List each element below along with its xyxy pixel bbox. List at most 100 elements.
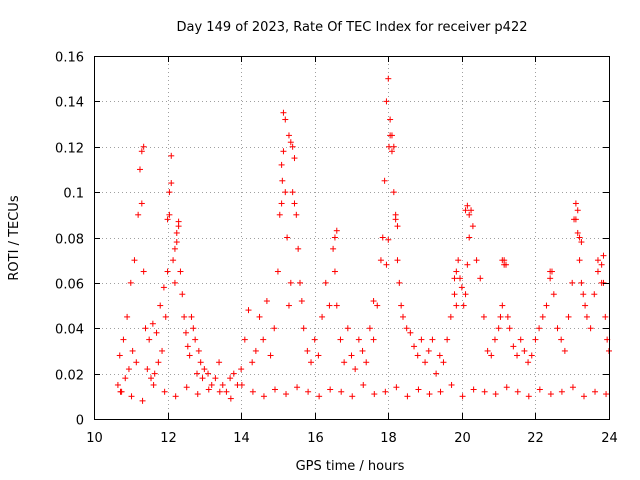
data-point — [506, 325, 513, 332]
data-point — [179, 291, 186, 298]
data-point — [278, 200, 285, 207]
data-point — [574, 229, 581, 236]
data-point — [287, 279, 294, 286]
data-point — [366, 325, 373, 332]
data-point — [587, 325, 594, 332]
data-point — [333, 302, 340, 309]
y-tick-label: 0.1 — [63, 187, 84, 202]
data-point — [182, 329, 189, 336]
data-point — [199, 375, 206, 382]
data-point — [170, 257, 177, 264]
x-tick-label: 24 — [601, 431, 618, 446]
data-point — [291, 155, 298, 162]
data-point — [565, 313, 572, 320]
data-point — [227, 395, 234, 402]
x-tick-label: 12 — [160, 431, 177, 446]
data-point — [492, 391, 499, 398]
data-point — [304, 347, 311, 354]
data-point — [580, 393, 587, 400]
data-point — [495, 325, 502, 332]
data-point — [525, 359, 532, 366]
data-point — [580, 291, 587, 298]
data-point — [129, 347, 136, 354]
data-point — [260, 336, 267, 343]
data-point — [602, 313, 609, 320]
data-point — [194, 391, 201, 398]
data-point — [576, 234, 583, 241]
data-point — [550, 291, 557, 298]
data-point — [403, 325, 410, 332]
data-point — [173, 229, 180, 236]
data-point — [164, 216, 171, 223]
data-point — [238, 381, 245, 388]
data-point — [208, 381, 215, 388]
data-point — [388, 148, 395, 155]
data-point — [569, 279, 576, 286]
data-point — [205, 370, 212, 377]
data-point — [330, 245, 337, 252]
data-point — [305, 388, 312, 395]
data-point — [468, 207, 475, 214]
data-point — [569, 384, 576, 391]
data-point — [514, 352, 521, 359]
data-point — [466, 234, 473, 241]
data-point — [388, 132, 395, 139]
data-point — [287, 139, 294, 146]
data-point — [561, 347, 568, 354]
data-point — [576, 257, 583, 264]
data-point — [491, 336, 498, 343]
y-tick-label: 0.06 — [55, 278, 84, 293]
data-point — [554, 325, 561, 332]
data-point — [319, 313, 326, 320]
y-tick-label: 0.08 — [55, 233, 84, 248]
data-point — [510, 343, 517, 350]
data-point — [285, 132, 292, 139]
x-tick-label: 20 — [454, 431, 471, 446]
data-point — [148, 375, 155, 382]
data-point — [383, 261, 390, 268]
data-point — [459, 393, 466, 400]
data-point — [151, 370, 158, 377]
data-point — [457, 275, 464, 282]
data-point — [591, 291, 598, 298]
y-tick-label: 0.16 — [55, 51, 84, 66]
y-tick-label: 0.04 — [55, 323, 84, 338]
data-point — [280, 109, 287, 116]
data-point — [398, 302, 405, 309]
data-point — [394, 223, 401, 230]
data-point — [256, 313, 263, 320]
data-point — [548, 268, 555, 275]
data-point — [327, 386, 334, 393]
data-point — [469, 223, 476, 230]
y-tick-label: 0.02 — [55, 369, 84, 384]
data-point — [316, 393, 323, 400]
data-point — [201, 366, 208, 373]
data-point — [341, 359, 348, 366]
data-point — [267, 352, 274, 359]
data-point — [149, 320, 156, 327]
data-point — [393, 384, 400, 391]
x-axis-label: GPS time / hours — [296, 459, 405, 474]
data-point — [377, 257, 384, 264]
data-point — [140, 268, 147, 275]
data-point — [558, 388, 565, 395]
data-point — [433, 370, 440, 377]
x-tick-label: 22 — [527, 431, 544, 446]
data-point — [127, 279, 134, 286]
data-point — [162, 313, 169, 320]
data-point — [385, 75, 392, 82]
data-point — [460, 302, 467, 309]
data-point — [514, 388, 521, 395]
data-point — [311, 336, 318, 343]
data-point — [138, 148, 145, 155]
data-point — [177, 268, 184, 275]
data-point — [415, 386, 422, 393]
data-point — [422, 359, 429, 366]
data-point — [173, 239, 180, 246]
data-point — [451, 291, 458, 298]
data-point — [528, 352, 535, 359]
data-point — [521, 347, 528, 354]
data-point — [598, 261, 605, 268]
data-point — [337, 336, 344, 343]
